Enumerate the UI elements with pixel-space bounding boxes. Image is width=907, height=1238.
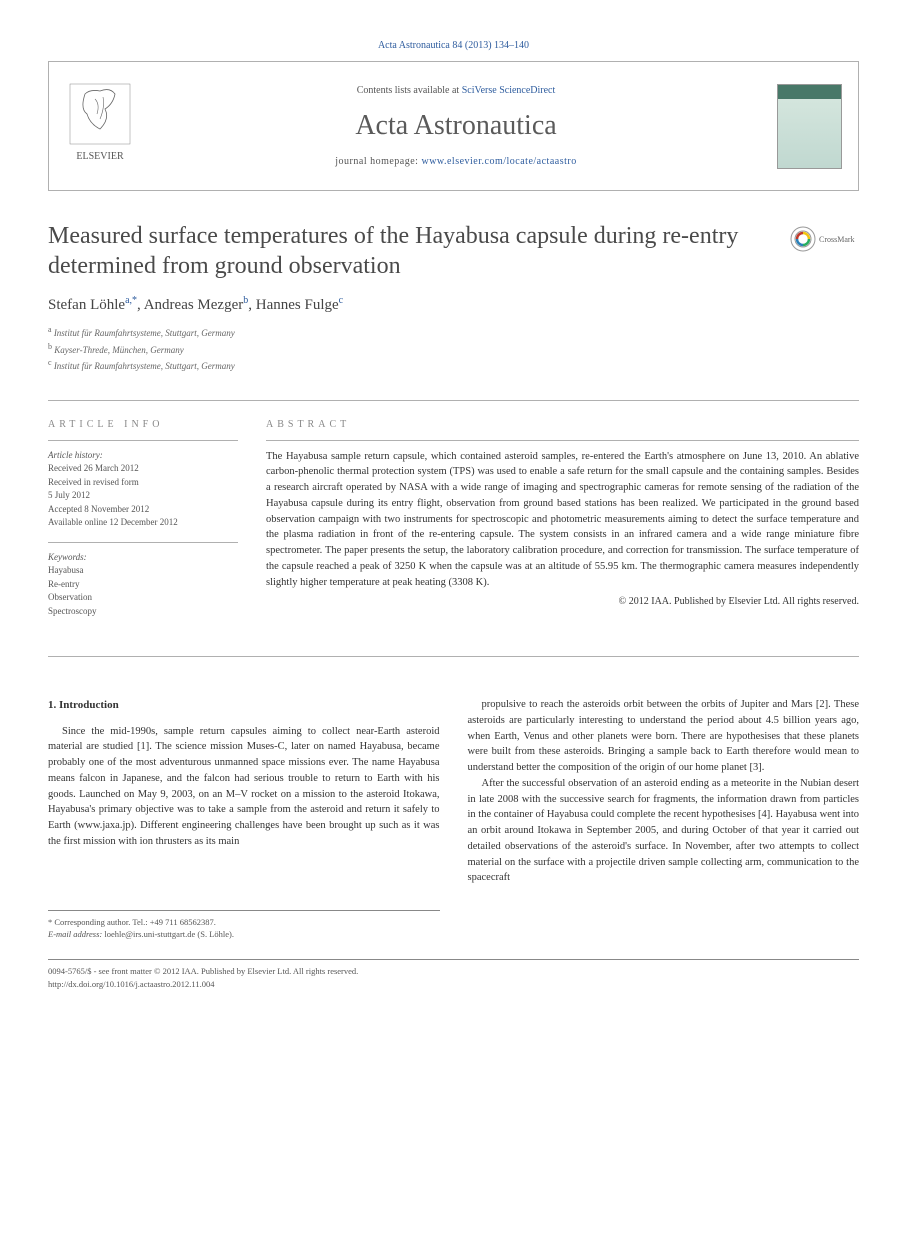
- history-label: Article history:: [48, 450, 103, 460]
- body-paragraph-1: Since the mid-1990s, sample return capsu…: [48, 724, 440, 850]
- author-sep: ,: [137, 297, 144, 313]
- body-paragraph-3: After the successful observation of an a…: [468, 776, 860, 886]
- affiliation-c: Institut für Raumfahrtsysteme, Stuttgart…: [54, 361, 235, 371]
- revised-date-2: 5 July 2012: [48, 490, 90, 500]
- abstract-copyright: © 2012 IAA. Published by Elsevier Ltd. A…: [266, 596, 859, 607]
- divider: [48, 400, 859, 401]
- sciencedirect-link[interactable]: SciVerse ScienceDirect: [462, 85, 556, 96]
- article-info-heading: article info: [48, 419, 238, 430]
- article-title: Measured surface temperatures of the Hay…: [48, 221, 789, 281]
- keywords-block: Keywords: Hayabusa Re-entry Observation …: [48, 542, 238, 619]
- accepted-date: Accepted 8 November 2012: [48, 504, 149, 514]
- affiliations: a Institut für Raumfahrtsysteme, Stuttga…: [48, 324, 859, 374]
- author-sep: ,: [248, 297, 256, 313]
- affiliation-b: Kayser-Threde, München, Germany: [54, 345, 183, 355]
- keyword-1: Hayabusa: [48, 565, 84, 575]
- abstract-text: The Hayabusa sample return capsule, whic…: [266, 440, 859, 591]
- homepage-prefix: journal homepage:: [335, 156, 421, 167]
- contents-line: Contents lists available at SciVerse Sci…: [135, 85, 777, 96]
- crossmark-label: CrossMark: [819, 235, 855, 244]
- journal-cover-thumbnail: [777, 84, 842, 169]
- elsevier-logo: ELSEVIER: [65, 79, 135, 174]
- revised-date-1: Received in revised form: [48, 477, 139, 487]
- contents-prefix: Contents lists available at: [357, 85, 462, 96]
- email-address: loehle@irs.uni-stuttgart.de (S. Löhle).: [104, 929, 234, 939]
- received-date: Received 26 March 2012: [48, 463, 139, 473]
- body-column-left: 1. Introduction Since the mid-1990s, sam…: [48, 697, 440, 941]
- author-2: Andreas Mezger: [144, 297, 244, 313]
- divider: [48, 656, 859, 657]
- email-label: E-mail address:: [48, 929, 102, 939]
- corresponding-author: * Corresponding author. Tel.: +49 711 68…: [48, 916, 440, 929]
- online-date: Available online 12 December 2012: [48, 517, 178, 527]
- journal-name: Acta Astronautica: [135, 110, 777, 142]
- keyword-2: Re-entry: [48, 579, 80, 589]
- homepage-link[interactable]: www.elsevier.com/locate/actaastro: [421, 156, 576, 167]
- svg-text:ELSEVIER: ELSEVIER: [76, 151, 124, 162]
- keyword-4: Spectroscopy: [48, 606, 97, 616]
- body-column-right: propulsive to reach the asteroids orbit …: [468, 697, 860, 941]
- author-1: Stefan Löhle: [48, 297, 125, 313]
- homepage-line: journal homepage: www.elsevier.com/locat…: [135, 156, 777, 167]
- doi-line: http://dx.doi.org/10.1016/j.actaastro.20…: [48, 978, 859, 991]
- affiliation-a: Institut für Raumfahrtsysteme, Stuttgart…: [54, 328, 235, 338]
- header-citation: Acta Astronautica 84 (2013) 134–140: [48, 40, 859, 51]
- header-center: Contents lists available at SciVerse Sci…: [135, 85, 777, 167]
- bottom-meta: 0094-5765/$ - see front matter © 2012 IA…: [48, 959, 859, 991]
- body-paragraph-2: propulsive to reach the asteroids orbit …: [468, 697, 860, 776]
- article-info-column: article info Article history: Received 2…: [48, 419, 238, 631]
- article-history-block: Article history: Received 26 March 2012 …: [48, 440, 238, 530]
- abstract-column: abstract The Hayabusa sample return caps…: [266, 419, 859, 631]
- journal-header-box: ELSEVIER Contents lists available at Sci…: [48, 61, 859, 191]
- section-1-heading: 1. Introduction: [48, 697, 440, 714]
- keyword-3: Observation: [48, 592, 92, 602]
- front-matter-line: 0094-5765/$ - see front matter © 2012 IA…: [48, 965, 859, 978]
- author-1-affil: a,*: [125, 295, 137, 306]
- author-3: Hannes Fulge: [256, 297, 339, 313]
- footnotes: * Corresponding author. Tel.: +49 711 68…: [48, 910, 440, 942]
- crossmark-badge[interactable]: CrossMark: [789, 225, 859, 258]
- authors: Stefan Löhlea,*, Andreas Mezgerb, Hannes…: [48, 295, 859, 314]
- body-columns: 1. Introduction Since the mid-1990s, sam…: [48, 697, 859, 941]
- author-3-affil: c: [339, 295, 343, 306]
- keywords-label: Keywords:: [48, 552, 87, 562]
- abstract-heading: abstract: [266, 419, 859, 430]
